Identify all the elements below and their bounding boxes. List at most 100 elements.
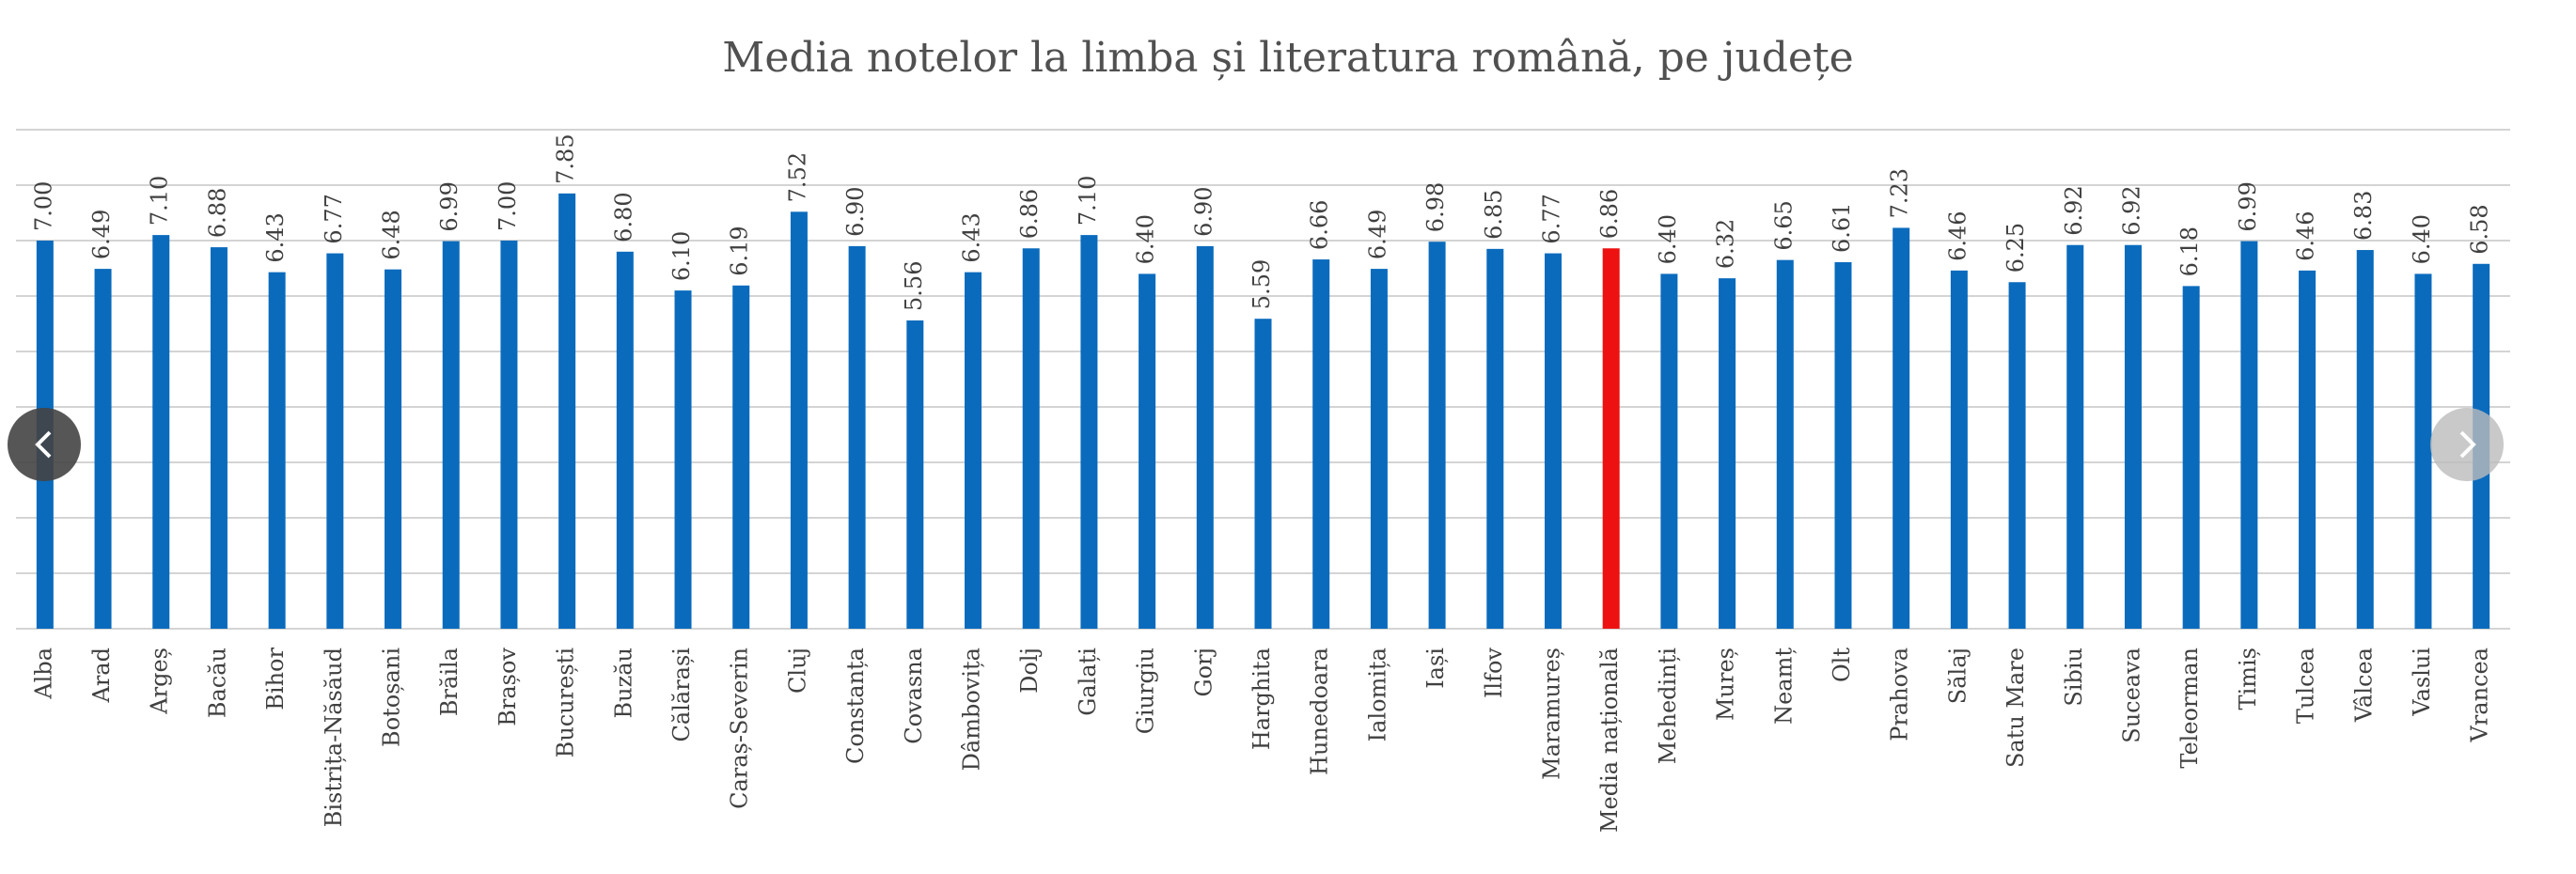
data-label: 6.49 — [1364, 210, 1390, 259]
bar — [94, 269, 112, 629]
data-label: 7.85 — [553, 133, 579, 183]
bar — [210, 247, 228, 629]
bar — [1776, 259, 1794, 629]
bar — [1254, 319, 1272, 629]
next-button[interactable] — [2430, 408, 2504, 481]
data-label: 6.85 — [1481, 189, 1507, 239]
bar — [1834, 262, 1852, 629]
bar — [1660, 273, 1678, 629]
data-label: 6.48 — [379, 210, 405, 259]
data-label: 6.77 — [321, 194, 347, 243]
data-label: 7.10 — [1075, 176, 1101, 226]
x-tick-label: Timiș — [2235, 648, 2261, 710]
data-label: 6.86 — [1596, 189, 1623, 239]
bar — [1544, 253, 1562, 629]
bar — [1486, 248, 1504, 629]
x-tick-label: Iași — [1422, 648, 1449, 689]
data-label: 5.56 — [901, 261, 927, 311]
x-tick-label: Sălaj — [1944, 648, 1971, 704]
data-label: 6.90 — [1190, 186, 1217, 236]
bar — [2182, 286, 2200, 629]
bar — [1312, 259, 1330, 629]
x-tick-label: Caraș-Severin — [727, 648, 753, 809]
data-label: 6.32 — [1713, 219, 1739, 269]
data-label: 6.40 — [2409, 214, 2435, 264]
x-tick-label: Gorj — [1190, 648, 1217, 697]
data-label: 7.52 — [784, 152, 810, 202]
x-tick-label: Arad — [88, 648, 115, 703]
data-label: 6.49 — [88, 210, 115, 259]
x-tick-label: Vaslui — [2409, 648, 2435, 717]
bar — [1893, 227, 1910, 629]
data-label: 6.90 — [842, 186, 869, 236]
x-tick-label: Bacău — [204, 648, 230, 718]
data-label: 6.99 — [436, 181, 463, 231]
x-tick-label: Giurgiu — [1133, 648, 1159, 734]
x-tick-label: Suceava — [2118, 648, 2144, 743]
bar — [2356, 250, 2374, 629]
x-tick-label: Tulcea — [2293, 648, 2319, 724]
x-tick-label: Alba — [30, 648, 56, 700]
data-label: 6.40 — [1133, 214, 1159, 264]
x-tick-label: Bistrița-Năsăud — [321, 648, 347, 827]
bar — [732, 285, 750, 629]
x-tick-label: Harghita — [1249, 648, 1275, 750]
bar — [1428, 242, 1446, 629]
bar — [268, 272, 286, 629]
x-tick-label: Olt — [1829, 648, 1855, 682]
plot-area: 7.00 Alba 6.49 Arad 7.10 Argeș 6.88 Bacău 6.43 Bi… — [16, 129, 2510, 833]
bar — [500, 241, 518, 629]
bar — [2414, 273, 2432, 629]
x-tick-label: Teleorman — [2176, 648, 2203, 769]
data-label: 6.43 — [959, 212, 985, 262]
data-label: 6.10 — [668, 231, 695, 281]
bar — [2240, 241, 2258, 629]
bar — [1602, 248, 1620, 629]
data-label: 6.61 — [1829, 203, 1855, 253]
bar — [790, 211, 808, 629]
data-label: 6.88 — [204, 188, 230, 238]
previous-button[interactable] — [8, 408, 81, 481]
data-label: 5.59 — [1249, 259, 1275, 309]
bar — [965, 272, 982, 629]
data-label: 6.98 — [1422, 182, 1449, 232]
data-label: 7.00 — [495, 181, 521, 231]
x-tick-label: Botoșani — [379, 648, 405, 747]
bar — [2124, 244, 2142, 629]
data-label: 6.77 — [1538, 194, 1564, 243]
data-label: 6.18 — [2176, 226, 2203, 276]
x-tick-label: Mureș — [1713, 648, 1739, 721]
x-tick-label: Brăila — [436, 648, 463, 716]
bar — [1950, 270, 1968, 629]
bar — [848, 245, 866, 629]
data-label: 6.46 — [2293, 211, 2319, 260]
data-label: 7.00 — [30, 181, 56, 231]
x-tick-label: Călărași — [668, 648, 695, 742]
x-tick-label: Vrancea — [2467, 648, 2493, 743]
data-label: 6.19 — [727, 226, 753, 275]
x-tick-label: Bihor — [262, 647, 289, 710]
x-tick-label: Dolj — [1016, 648, 1043, 694]
bar — [326, 253, 344, 629]
x-tick-label: Mehedinți — [1655, 648, 1681, 765]
bar — [385, 269, 402, 629]
x-tick-label: Ialomița — [1364, 648, 1390, 741]
bar — [442, 241, 460, 629]
data-label: 6.65 — [1770, 200, 1797, 250]
x-tick-label: Covasna — [901, 648, 927, 744]
x-tick-label: Prahova — [1887, 648, 1913, 741]
data-label: 6.86 — [1016, 189, 1043, 239]
data-label: 6.92 — [2061, 185, 2087, 235]
x-tick-label: Brașov — [495, 648, 521, 726]
bar — [616, 251, 634, 629]
data-label: 6.92 — [2118, 185, 2144, 235]
bar — [1370, 269, 1388, 629]
bar — [1139, 273, 1156, 629]
x-tick-label: Cluj — [784, 648, 810, 694]
bar — [558, 193, 576, 629]
data-label: 6.99 — [2235, 181, 2261, 231]
x-tick-label: Hunedoara — [1307, 648, 1333, 775]
data-label: 6.40 — [1655, 214, 1681, 264]
data-label: 6.83 — [2350, 191, 2377, 241]
